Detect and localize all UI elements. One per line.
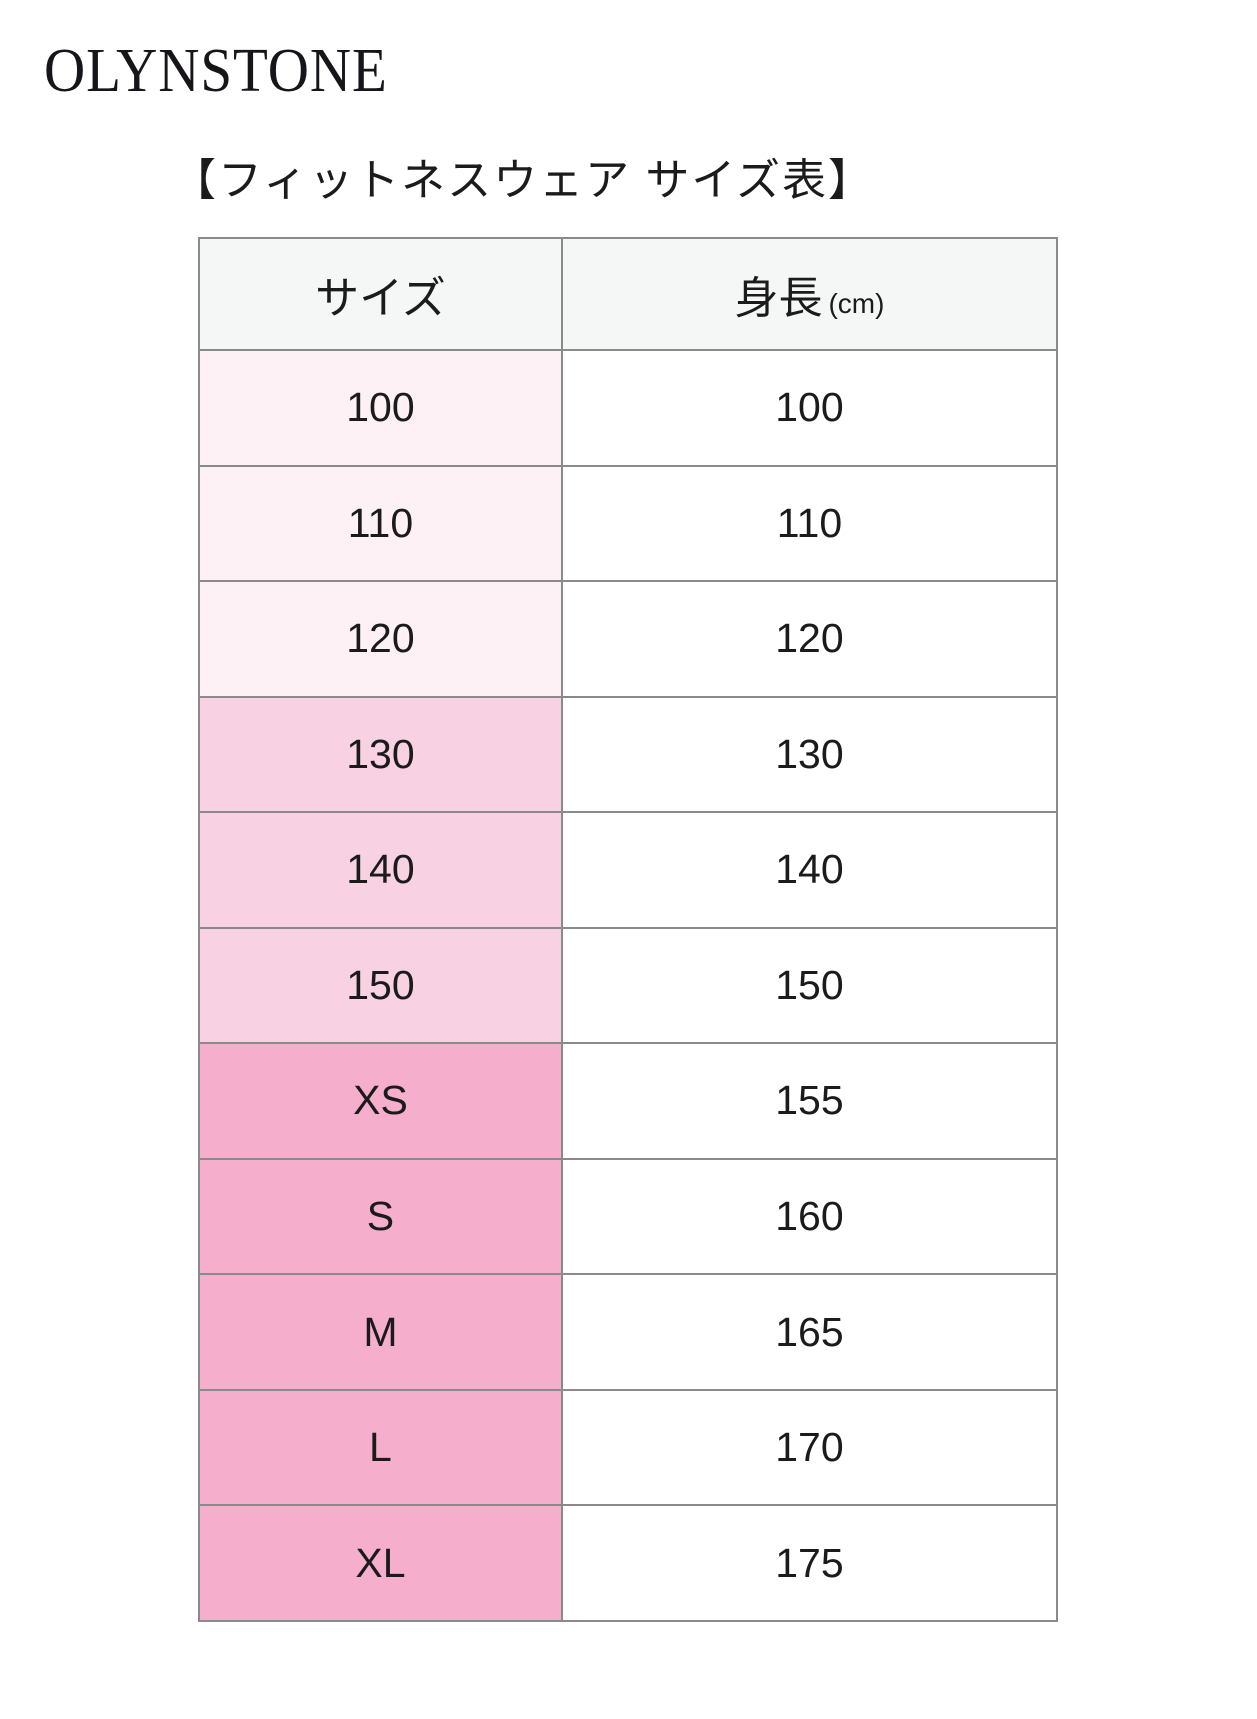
table-row: 130 130: [198, 695, 1059, 814]
table-row: L 170: [198, 1388, 1059, 1507]
table-body: 100 100 110 110 120 120 130 130 140 140 …: [198, 349, 1059, 1622]
height-cell: 155: [560, 1042, 1059, 1160]
table-header: サイズ 身長 (cm): [198, 237, 1059, 351]
size-chart-table: サイズ 身長 (cm) 100 100 110 110 120 120 130 1…: [198, 237, 1059, 1622]
size-cell: S: [198, 1157, 563, 1276]
table-row: XS 155: [198, 1042, 1059, 1160]
height-cell: 165: [560, 1273, 1059, 1391]
height-cell: 110: [560, 464, 1059, 583]
size-cell: 150: [198, 926, 563, 1045]
height-cell: 160: [560, 1157, 1059, 1276]
table-row: M 165: [198, 1273, 1059, 1391]
size-cell: XS: [198, 1042, 563, 1160]
table-row: 100 100: [198, 349, 1059, 467]
size-cell: 110: [198, 464, 563, 583]
height-cell: 130: [560, 695, 1059, 814]
height-cell: 150: [560, 926, 1059, 1045]
height-cell: 140: [560, 811, 1059, 929]
brand-logo: OLYNSTONE: [44, 37, 388, 105]
size-cell: 130: [198, 695, 563, 814]
table-row: 120 120: [198, 580, 1059, 698]
table-row: 110 110: [198, 464, 1059, 583]
column-header-size: サイズ: [198, 237, 563, 351]
size-cell: 140: [198, 811, 563, 929]
height-cell: 170: [560, 1388, 1059, 1507]
size-cell: 120: [198, 580, 563, 698]
size-cell: XL: [198, 1504, 563, 1622]
table-row: 150 150: [198, 926, 1059, 1045]
table-row: XL 175: [198, 1504, 1059, 1622]
column-header-height-unit: (cm): [828, 288, 885, 319]
size-cell: 100: [198, 349, 563, 467]
table-row: 140 140: [198, 811, 1059, 929]
column-header-height-label: 身長: [734, 274, 823, 323]
size-cell: L: [198, 1388, 563, 1507]
page-title: 【フィットネスウェア サイズ表】: [172, 156, 875, 205]
height-cell: 175: [560, 1504, 1059, 1622]
height-cell: 100: [560, 349, 1059, 467]
column-header-height: 身長 (cm): [560, 237, 1059, 351]
table-header-row: サイズ 身長 (cm): [198, 237, 1059, 351]
size-cell: M: [198, 1273, 563, 1391]
table-row: S 160: [198, 1157, 1059, 1276]
height-cell: 120: [560, 580, 1059, 698]
